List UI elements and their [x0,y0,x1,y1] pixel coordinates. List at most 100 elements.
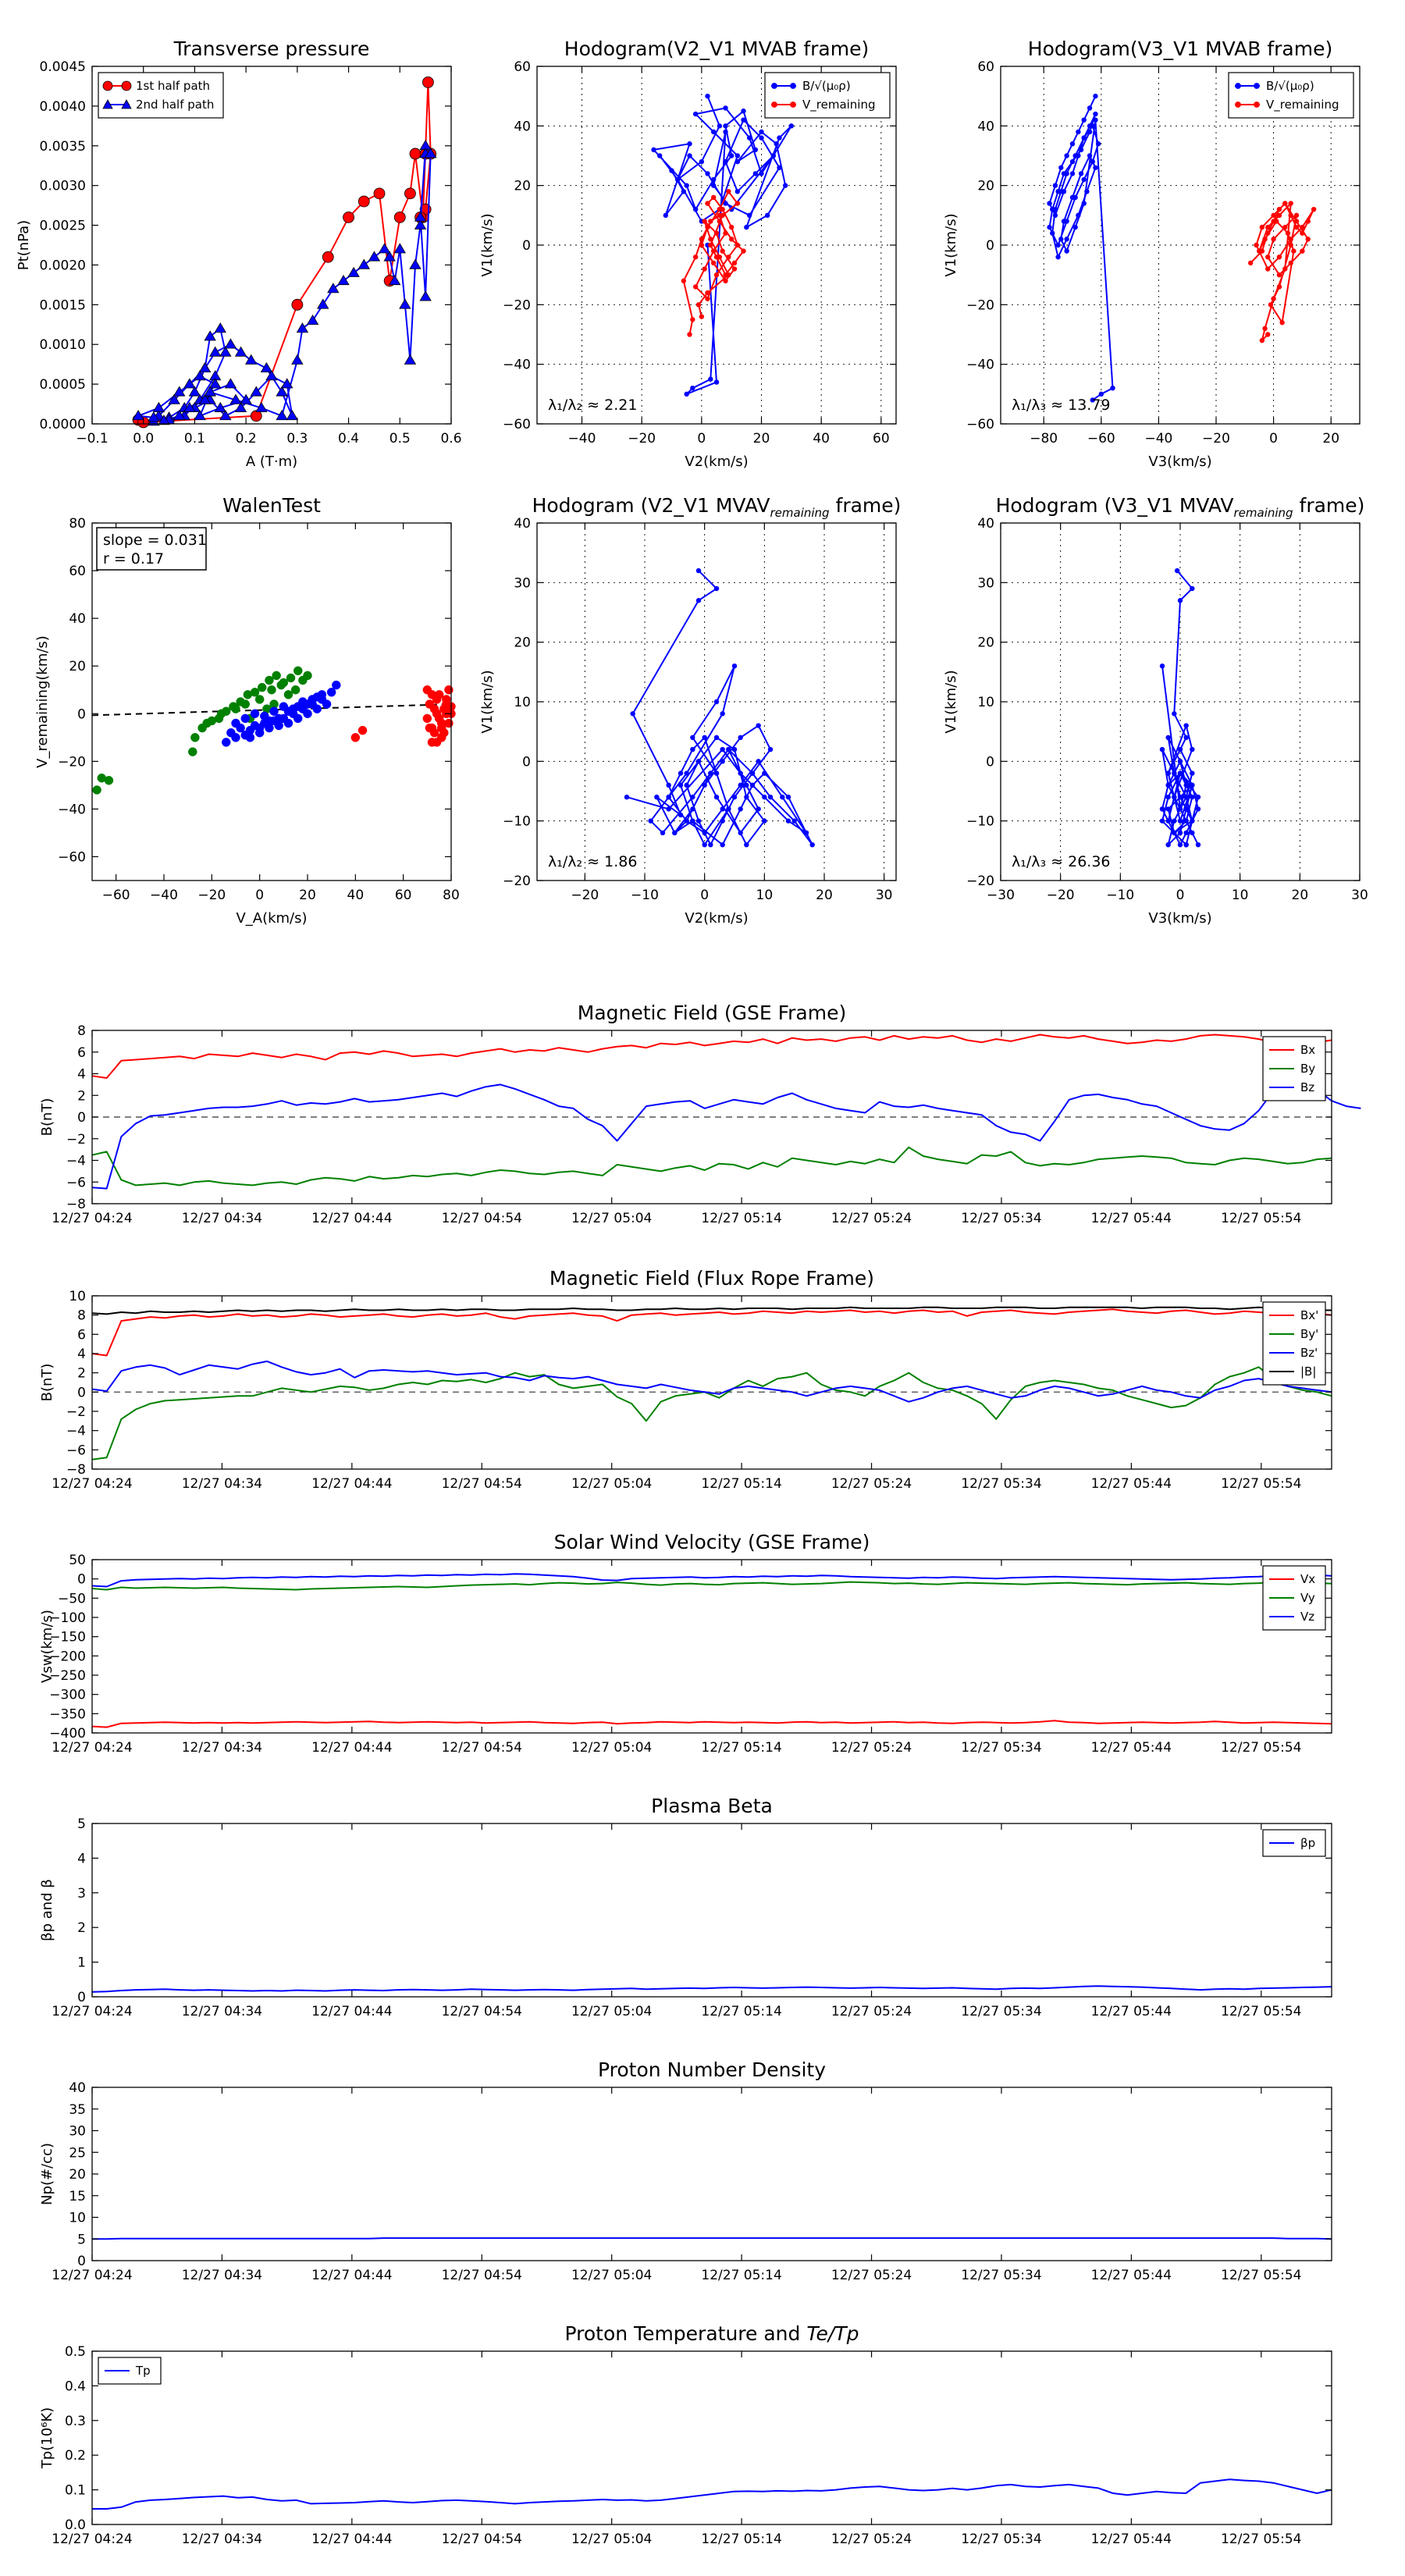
data-point [1084,189,1090,194]
x-tick-label: 10 [756,888,774,903]
data-point [1288,201,1293,206]
x-tick-label: 20 [1322,431,1339,447]
data-point [1064,237,1069,242]
title-text: Hodogram (V3_V1 MVAV [996,494,1234,517]
y-tick-label: 0.0 [65,2517,86,2533]
title-end: frame) [1293,494,1365,517]
legend-marker [121,99,132,109]
data-point [720,806,725,812]
data-point [1090,158,1095,165]
data-point [678,770,684,776]
data-point [738,770,743,776]
series-line [91,1720,1332,1728]
data-point [1183,782,1189,788]
data-point [286,410,298,421]
data-point [1172,830,1177,836]
x-tick-label: −60 [102,888,130,903]
data-point [1087,153,1093,158]
y-tick-label: 8 [77,1308,86,1324]
data-point [777,135,782,141]
data-point [708,242,713,248]
series-0 [651,93,795,397]
data-point [1177,746,1183,753]
data-point [1165,735,1171,740]
y-tick-label: 5 [77,1816,86,1832]
data-point [684,183,689,188]
data-point [404,187,416,200]
data-point [1265,266,1271,272]
x-tick-label: 12/27 05:04 [571,1211,652,1226]
x-tick-label: 12/27 05:14 [701,2004,781,2019]
annotation-box [96,527,207,571]
data-point [630,711,635,717]
data-point [1190,746,1195,753]
data-point [648,818,653,824]
data-point [1300,224,1305,230]
data-point [1052,183,1058,188]
series-line [1250,202,1315,342]
data-point [702,735,707,740]
x-tick-label: 12/27 04:34 [182,1476,262,1492]
data-point [347,266,360,277]
data-point [1311,207,1317,212]
series-line [1048,95,1114,401]
data-point [254,723,265,733]
title-math: Te/Tp [806,2322,859,2345]
data-point [788,123,795,129]
data-point [414,211,427,222]
data-point [728,237,735,242]
data-point [672,830,678,836]
series-0 [91,1985,1332,1993]
data-point [291,298,304,311]
data-point [759,171,764,176]
data-point [674,176,681,183]
data-point [434,713,444,724]
data-point [214,401,226,412]
data-point [221,738,231,747]
data-point [283,706,293,716]
data-point [240,393,252,404]
plot-frame [91,522,452,881]
x-tick-label: 12/27 05:24 [831,1740,912,1756]
data-point [1069,158,1076,165]
annotation-text: λ₁/λ₃ ≈ 13.79 [1012,397,1111,414]
data-point [1293,224,1300,230]
y-tick-label: 0.0045 [40,59,86,75]
title-text: Hodogram(V3_V1 MVAB frame) [1028,37,1332,60]
x-tick-label: 12/27 04:44 [311,1211,392,1226]
x-tick-label: 12/27 05:34 [961,1740,1041,1756]
series-line [91,1360,1332,1403]
legend-label: Bz [1300,1080,1314,1094]
y-axis-label: Tp(10⁶K) [39,2407,55,2469]
data-point [695,598,702,603]
data-point [254,695,265,704]
x-tick-label: 20 [816,888,833,903]
data-point [322,251,334,263]
title-text: Solar Wind Velocity (GSE Frame) [554,1531,870,1553]
data-point [198,361,212,373]
x-tick-label: 0 [1176,888,1185,903]
data-point [350,733,361,742]
chart-title: Proton Number Density [598,2058,826,2081]
data-point [660,830,666,836]
data-point [749,782,756,788]
series-line [682,190,745,335]
data-point [1265,332,1271,337]
series-0 [624,568,815,848]
x-tick-label: 12/27 05:34 [961,2004,1041,2019]
x-tick-label: −30 [987,888,1015,903]
chart-tp: Transverse pressure −0.1 0.0 0.1 0.2 0.3 0.4 0.… [16,37,462,470]
x-tick-label: 12/27 04:24 [52,2268,132,2283]
y-axis-label: B(nT) [39,1098,55,1137]
data-point [293,713,303,724]
series-3 [91,1306,1332,1315]
y-tick-label: 0.5 [65,2344,86,2360]
data-point [317,298,329,309]
y-tick-label: −50 [58,1591,86,1606]
y-tick-label: 3 [77,1886,86,1902]
data-point [723,278,728,283]
x-tick-label: 0 [697,431,706,447]
data-point [1183,806,1189,812]
data-point [1285,230,1291,236]
data-point [695,302,702,308]
